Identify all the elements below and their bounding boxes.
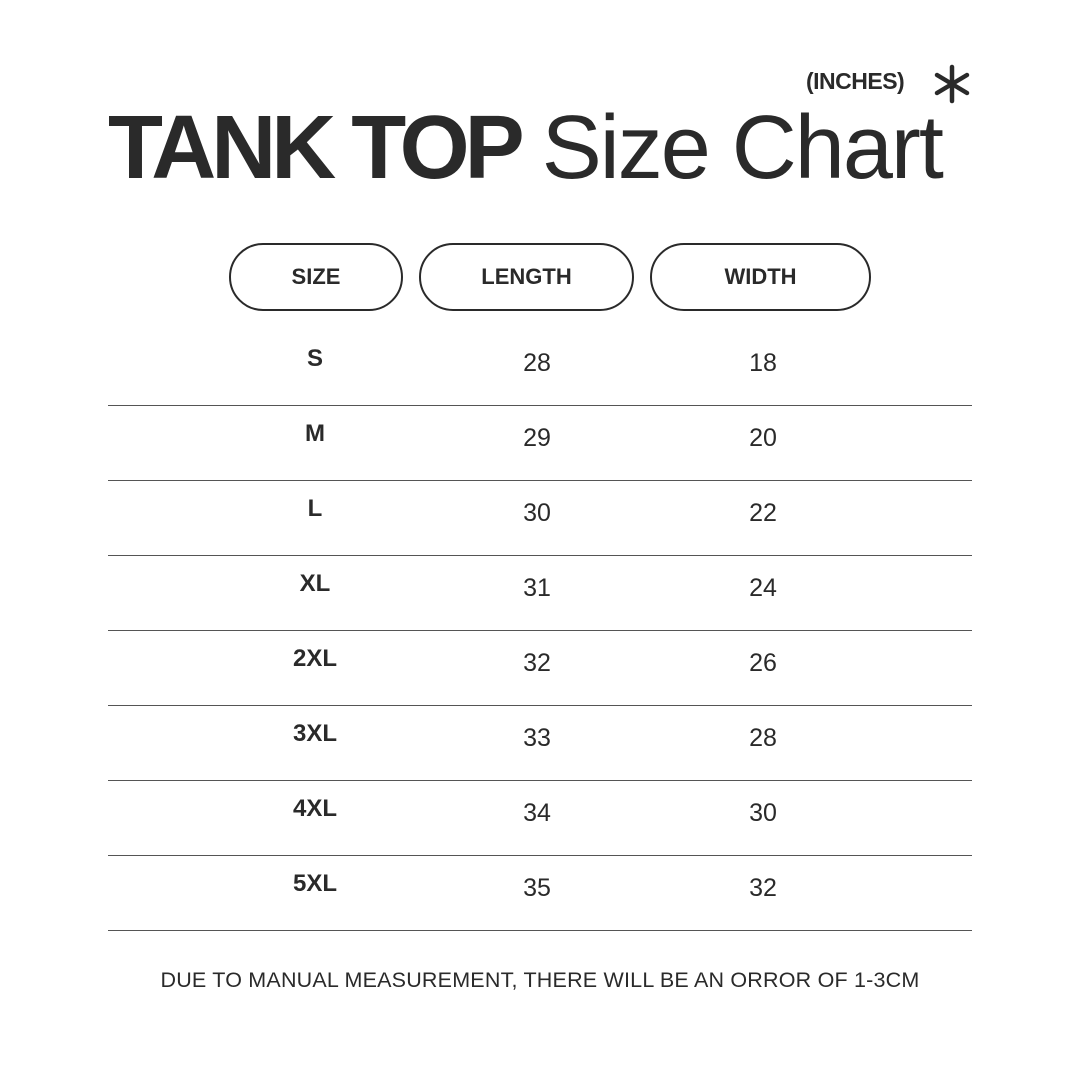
cell-length: 33 xyxy=(523,724,551,752)
title-bold: TANK TOP xyxy=(108,98,525,198)
cell-width: 18 xyxy=(749,349,777,377)
table-row: 5XL 35 32 xyxy=(108,856,972,931)
cell-size: 4XL xyxy=(292,795,337,822)
cell-size: XL xyxy=(299,570,331,597)
title-light: Size Chart xyxy=(541,98,944,198)
cell-width: 32 xyxy=(749,874,777,902)
header-length: LENGTH xyxy=(419,243,634,311)
cell-length: 31 xyxy=(523,574,551,602)
cell-size: 5XL xyxy=(292,870,337,897)
header-width: WIDTH xyxy=(650,243,871,311)
cell-size: M xyxy=(305,420,325,447)
cell-width: 24 xyxy=(749,574,777,602)
cell-width: 30 xyxy=(749,799,777,827)
row-divider xyxy=(108,480,972,481)
cell-width: 26 xyxy=(749,649,777,677)
cell-length: 34 xyxy=(523,799,551,827)
cell-width: 22 xyxy=(749,499,777,527)
cell-length: 28 xyxy=(523,349,551,377)
cell-length: 35 xyxy=(523,874,551,902)
row-divider xyxy=(108,705,972,706)
cell-length: 29 xyxy=(523,424,551,452)
table-row: L 30 22 xyxy=(108,481,972,556)
cell-size: 2XL xyxy=(292,645,337,672)
cell-size: L xyxy=(307,495,323,522)
cell-size: S xyxy=(306,345,323,372)
table-row: 2XL 32 26 xyxy=(108,631,972,706)
cell-size: 3XL xyxy=(292,720,337,747)
row-divider xyxy=(108,855,972,856)
cell-length: 30 xyxy=(523,499,551,527)
row-divider xyxy=(108,555,972,556)
page-title: TANK TOP Size Chart xyxy=(108,98,944,198)
table-row: M 29 20 xyxy=(108,406,972,481)
table-row: S 28 18 xyxy=(108,331,972,406)
asterisk-icon xyxy=(934,64,970,104)
header-size: SIZE xyxy=(229,243,403,311)
table-row: 3XL 33 28 xyxy=(108,706,972,781)
table-row: XL 31 24 xyxy=(108,556,972,631)
row-divider xyxy=(108,930,972,931)
cell-width: 28 xyxy=(749,724,777,752)
table-row: 4XL 34 30 xyxy=(108,781,972,856)
footer-note: DUE TO MANUAL MEASUREMENT, THERE WILL BE… xyxy=(160,968,920,992)
cell-length: 32 xyxy=(523,649,551,677)
row-divider xyxy=(108,780,972,781)
row-divider xyxy=(108,630,972,631)
row-divider xyxy=(108,405,972,406)
cell-width: 20 xyxy=(749,424,777,452)
units-label: (INCHES) xyxy=(806,68,905,94)
